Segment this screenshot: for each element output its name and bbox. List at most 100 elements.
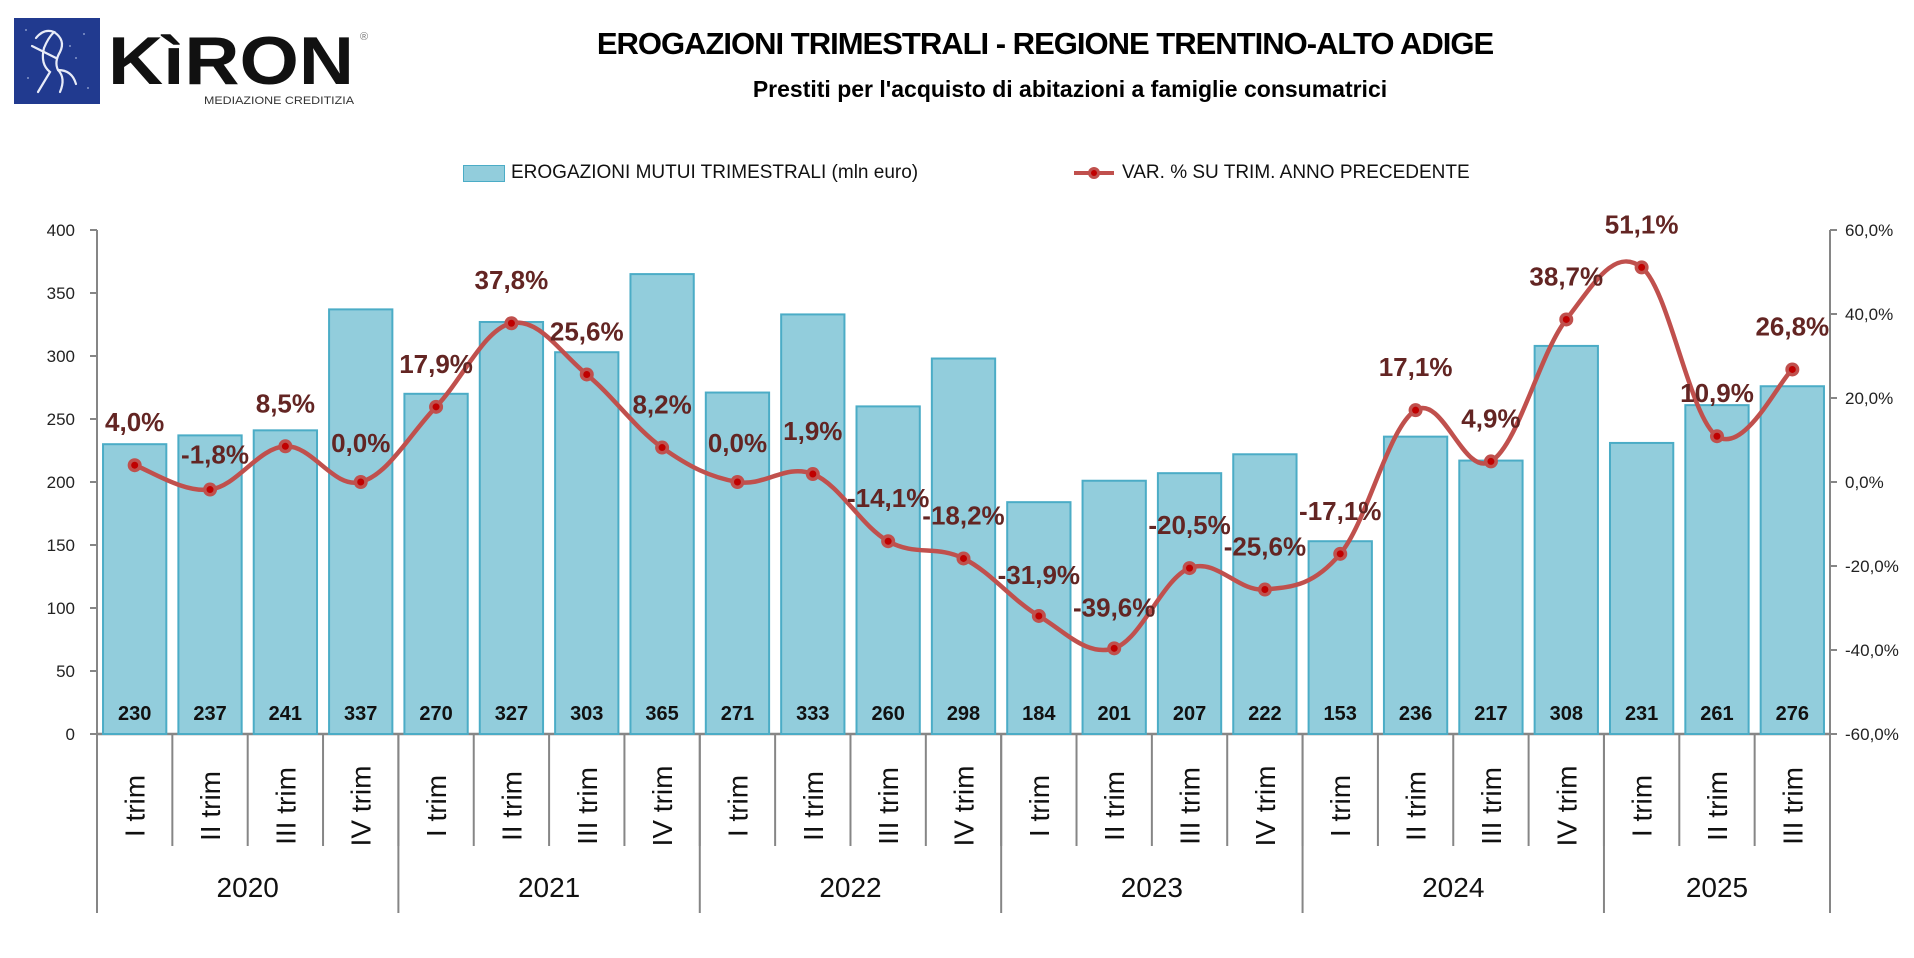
y-right-tick-label: -60,0% bbox=[1845, 725, 1899, 744]
line-point-dot bbox=[658, 444, 666, 452]
y-left-tick-label: 0 bbox=[66, 725, 75, 744]
x-quarter-label: I trim bbox=[1627, 775, 1658, 837]
line-point-dot bbox=[206, 486, 214, 494]
x-quarter-label: IV trim bbox=[1250, 766, 1281, 847]
line-value-label: -1,8% bbox=[181, 440, 249, 470]
chart-subtitle: Prestiti per l'acquisto di abitazioni a … bbox=[752, 76, 1388, 102]
bar-value-label: 303 bbox=[570, 703, 603, 725]
x-quarter-label: II trim bbox=[1401, 771, 1432, 841]
line-value-label: -39,6% bbox=[1073, 592, 1155, 622]
line-point-dot bbox=[1186, 564, 1194, 572]
logo-graphic: KìRON ® MEDIAZIONE CREDITIZIA bbox=[14, 18, 368, 107]
x-quarter-label: II trim bbox=[798, 771, 829, 841]
bar bbox=[478, 320, 545, 735]
line-value-label: -14,1% bbox=[847, 483, 929, 513]
line-value-label: 26,8% bbox=[1755, 311, 1829, 341]
line-value-label: 8,5% bbox=[256, 388, 315, 418]
line-value-label: 17,1% bbox=[1379, 352, 1453, 382]
bar-value-label: 184 bbox=[1022, 703, 1056, 725]
line-value-label: -17,1% bbox=[1299, 496, 1381, 526]
line-point-dot bbox=[1412, 406, 1420, 414]
bar-value-label: 241 bbox=[269, 703, 302, 725]
bar-value-label: 217 bbox=[1474, 703, 1507, 725]
y-right-tick-label: -20,0% bbox=[1845, 557, 1899, 576]
y-left-tick-label: 350 bbox=[47, 284, 75, 303]
x-year-label: 2022 bbox=[819, 872, 881, 903]
bar bbox=[1759, 385, 1825, 735]
line-value-label: -18,2% bbox=[922, 500, 1004, 530]
bar bbox=[403, 392, 469, 735]
line-point-dot bbox=[131, 461, 139, 469]
bar-value-label: 201 bbox=[1098, 703, 1131, 725]
line-point-dot bbox=[1713, 432, 1721, 440]
x-quarter-label: I trim bbox=[120, 775, 151, 837]
legend-label-bars: EROGAZIONI MUTUI TRIMESTRALI (mln euro) bbox=[511, 162, 919, 183]
bar-value-label: 276 bbox=[1776, 703, 1809, 725]
line-value-label: 10,9% bbox=[1680, 378, 1754, 408]
line-value-label: 25,6% bbox=[550, 316, 624, 346]
line-point-dot bbox=[884, 537, 892, 545]
bar bbox=[1081, 479, 1147, 735]
line-value-label: 4,0% bbox=[105, 407, 164, 437]
bar-value-label: 337 bbox=[344, 703, 377, 725]
bar-value-label: 230 bbox=[118, 703, 151, 725]
y-right-tick-label: 0,0% bbox=[1845, 473, 1884, 492]
bar bbox=[1458, 459, 1524, 735]
bar-value-label: 270 bbox=[419, 703, 452, 725]
line-value-label: 17,9% bbox=[399, 349, 473, 379]
x-year-label: 2021 bbox=[518, 872, 580, 903]
y-left-tick-label: 300 bbox=[47, 347, 75, 366]
line-point-dot bbox=[1336, 550, 1344, 558]
line-point-dot bbox=[432, 403, 440, 411]
x-quarter-label: III trim bbox=[572, 767, 603, 845]
legend-line-marker-icon bbox=[1074, 167, 1114, 179]
line-point-dot bbox=[733, 478, 741, 486]
line-point-dot bbox=[1110, 644, 1118, 652]
x-quarter-label: III trim bbox=[270, 767, 301, 845]
line-value-label: -31,9% bbox=[998, 560, 1080, 590]
bar bbox=[855, 405, 921, 735]
line-value-label: -20,5% bbox=[1148, 510, 1230, 540]
line-value-label: 0,0% bbox=[331, 428, 390, 458]
x-quarter-label: III trim bbox=[873, 767, 904, 845]
x-quarter-label: II trim bbox=[1702, 771, 1733, 841]
logo-centaur-icon bbox=[30, 29, 78, 94]
bar-value-label: 365 bbox=[645, 703, 678, 725]
x-quarter-label: II trim bbox=[195, 771, 226, 841]
line-value-label: 37,8% bbox=[475, 265, 549, 295]
x-year-label: 2024 bbox=[1422, 872, 1484, 903]
line-point-dot bbox=[583, 370, 591, 378]
line-point-dot bbox=[1788, 365, 1796, 373]
line-point-dot bbox=[357, 478, 365, 486]
line-point-dot bbox=[1562, 315, 1570, 323]
bar bbox=[629, 273, 695, 735]
y-right-tick-label: -40,0% bbox=[1845, 641, 1899, 660]
bar bbox=[1533, 344, 1599, 735]
line-point-dot bbox=[1638, 263, 1646, 271]
x-quarter-label: I trim bbox=[421, 775, 452, 837]
x-quarter-label: III trim bbox=[1476, 767, 1507, 845]
bar-value-label: 327 bbox=[495, 703, 528, 725]
x-quarter-label: IV trim bbox=[346, 766, 377, 847]
line-value-label: -25,6% bbox=[1224, 532, 1306, 562]
line-value-label: 0,0% bbox=[708, 428, 767, 458]
line-value-label: 8,2% bbox=[632, 390, 691, 420]
x-quarter-label: IV trim bbox=[1551, 766, 1582, 847]
x-year-label: 2025 bbox=[1686, 872, 1748, 903]
y-left-tick-label: 100 bbox=[47, 599, 75, 618]
bar bbox=[1382, 435, 1449, 735]
bar-value-label: 231 bbox=[1625, 703, 1658, 725]
y-left-tick-label: 400 bbox=[47, 221, 75, 240]
bar-value-label: 298 bbox=[947, 703, 980, 725]
legend: EROGAZIONI MUTUI TRIMESTRALI (mln euro) … bbox=[0, 158, 1914, 188]
bar-value-label: 308 bbox=[1550, 703, 1583, 725]
line-point-dot bbox=[960, 554, 967, 562]
legend-bar-swatch bbox=[463, 164, 505, 182]
line-point-dot bbox=[1035, 612, 1043, 620]
bar-value-label: 260 bbox=[871, 703, 904, 725]
logo-tagline: MEDIAZIONE CREDITIZIA bbox=[204, 95, 355, 107]
x-quarter-label: II trim bbox=[1099, 771, 1130, 841]
bar bbox=[328, 308, 394, 735]
bar bbox=[102, 443, 168, 735]
